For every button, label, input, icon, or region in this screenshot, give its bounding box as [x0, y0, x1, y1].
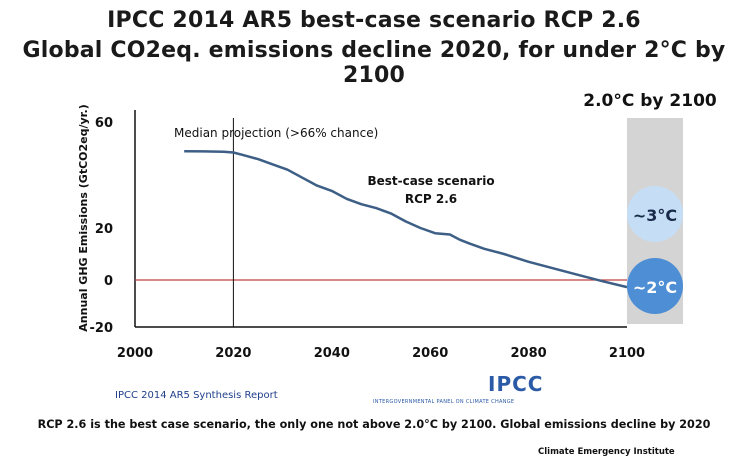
- y-tick-label: -20: [90, 321, 114, 336]
- y-axis-label: Annual GHG Emissions (GtCO2eq/yr.): [77, 104, 90, 331]
- target-label: 2.0°C by 2100: [583, 91, 717, 111]
- bubble-2c-label: ~2°C: [633, 278, 677, 297]
- series-line-rcp26: [184, 149, 628, 289]
- chart-caption: RCP 2.6 is the best case scenario, the o…: [37, 418, 711, 431]
- median-projection-label: Median projection (>66% chance): [174, 126, 378, 140]
- x-tick-label: 2060: [412, 346, 448, 361]
- scenario-label-line1: Best-case scenario: [367, 174, 494, 188]
- bubble-3c: [627, 186, 683, 242]
- source-label: IPCC 2014 AR5 Synthesis Report: [115, 390, 278, 401]
- x-tick-label: 2040: [314, 346, 350, 361]
- y-tick-label: 0: [104, 274, 113, 289]
- y-tick-label: 60: [95, 116, 113, 131]
- ipcc-logo: IPCC: [488, 372, 544, 396]
- x-tick-label: 2000: [117, 346, 153, 361]
- x-tick-label: 2080: [511, 346, 547, 361]
- credit-label: Climate Emergency Institute: [538, 447, 675, 457]
- ipcc-logo-subtitle: INTERGOVERNMENTAL PANEL ON CLIMATE CHANG…: [373, 399, 515, 405]
- x-tick-label: 2100: [609, 346, 645, 361]
- y-tick-label: 20: [95, 222, 113, 237]
- chart-title-line2: Global CO2eq. emissions decline 2020, fo…: [22, 38, 726, 88]
- x-tick-label: 2020: [215, 346, 251, 361]
- scenario-label-line2: RCP 2.6: [405, 192, 457, 206]
- chart-title-line1: IPCC 2014 AR5 best-case scenario RCP 2.6: [107, 8, 641, 33]
- bubble-2c: [627, 258, 683, 314]
- bubble-3c-label: ~3°C: [633, 206, 677, 225]
